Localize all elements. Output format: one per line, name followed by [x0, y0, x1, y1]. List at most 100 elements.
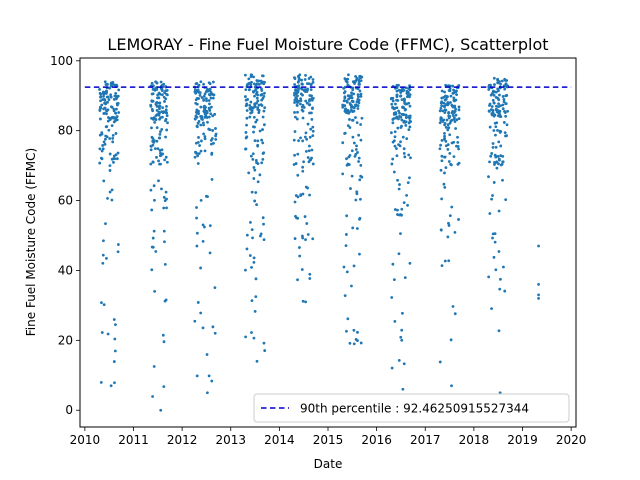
data-point — [261, 152, 265, 155]
data-point — [341, 105, 345, 109]
data-point — [255, 118, 259, 122]
data-point — [204, 113, 208, 117]
data-point — [389, 131, 393, 135]
data-point — [455, 118, 459, 122]
data-point — [156, 93, 160, 97]
data-point — [352, 328, 356, 332]
data-point — [207, 374, 211, 378]
data-point — [259, 93, 263, 97]
data-point — [112, 83, 116, 87]
data-point — [203, 92, 207, 96]
data-point — [438, 147, 442, 151]
data-point — [295, 117, 299, 121]
data-point — [391, 99, 395, 103]
data-point — [108, 164, 112, 167]
data-point — [308, 144, 311, 148]
data-point — [211, 325, 215, 329]
data-point — [99, 117, 102, 121]
data-point — [492, 255, 496, 259]
data-point — [165, 160, 169, 164]
data-point — [501, 178, 504, 182]
data-point — [494, 95, 498, 99]
data-point — [208, 251, 212, 255]
data-point — [208, 224, 212, 228]
data-point — [245, 102, 249, 106]
data-point — [446, 128, 450, 132]
data-point — [150, 108, 154, 111]
data-point — [396, 208, 399, 212]
data-point — [359, 341, 363, 345]
data-point — [444, 166, 448, 170]
data-point — [101, 90, 105, 94]
data-point — [112, 120, 116, 124]
data-point — [450, 163, 453, 167]
data-point — [393, 319, 397, 323]
data-point — [358, 178, 362, 182]
data-point — [442, 101, 446, 105]
data-point — [441, 109, 445, 113]
data-point — [443, 98, 447, 102]
data-point — [447, 111, 450, 115]
data-point — [299, 136, 302, 140]
data-point — [151, 395, 154, 398]
data-point — [497, 98, 501, 102]
data-point — [102, 107, 105, 111]
data-point — [354, 80, 357, 83]
data-point — [113, 381, 116, 385]
data-point — [401, 387, 405, 391]
data-point — [201, 326, 205, 330]
data-point — [405, 95, 409, 99]
data-point — [209, 105, 213, 109]
data-point — [115, 157, 119, 161]
data-point — [397, 143, 400, 147]
data-point — [261, 74, 265, 78]
data-point — [352, 141, 356, 145]
data-point — [305, 137, 309, 141]
y-tick-label: 80 — [58, 124, 73, 138]
x-tick-label: 2016 — [361, 433, 392, 447]
data-point — [256, 99, 260, 103]
data-point — [444, 83, 448, 87]
data-point — [351, 226, 355, 230]
data-point — [359, 138, 363, 142]
data-point — [452, 155, 456, 158]
data-point — [400, 118, 404, 122]
data-point — [202, 82, 205, 86]
data-point — [393, 144, 397, 148]
data-point — [300, 268, 304, 271]
data-point — [504, 82, 508, 86]
data-point — [354, 103, 357, 107]
data-point — [165, 128, 169, 132]
data-point — [112, 318, 116, 321]
data-point — [244, 98, 248, 102]
data-point — [112, 107, 116, 111]
legend: 90th percentile : 92.46250915527344 — [253, 393, 570, 423]
data-point — [439, 143, 442, 147]
data-point — [208, 102, 211, 106]
data-point — [497, 250, 501, 253]
data-point — [252, 115, 256, 119]
data-point — [296, 94, 299, 98]
data-point — [495, 104, 498, 108]
data-point — [162, 206, 166, 210]
data-point — [443, 90, 447, 94]
data-point — [491, 111, 495, 115]
data-point — [457, 84, 461, 87]
data-point — [254, 295, 258, 299]
data-point — [256, 180, 260, 184]
data-point — [406, 92, 410, 96]
legend-label: 90th percentile : 92.46250915527344 — [300, 402, 529, 416]
data-point — [348, 102, 352, 105]
data-point — [357, 78, 361, 82]
data-point — [307, 82, 311, 85]
data-point — [306, 122, 310, 126]
data-point — [306, 186, 310, 190]
data-point — [162, 95, 166, 99]
data-point — [149, 188, 153, 192]
data-point — [194, 114, 198, 118]
data-point — [250, 228, 254, 232]
data-point — [112, 360, 116, 363]
data-point — [111, 134, 115, 137]
data-point — [399, 140, 402, 144]
data-point — [260, 161, 264, 165]
